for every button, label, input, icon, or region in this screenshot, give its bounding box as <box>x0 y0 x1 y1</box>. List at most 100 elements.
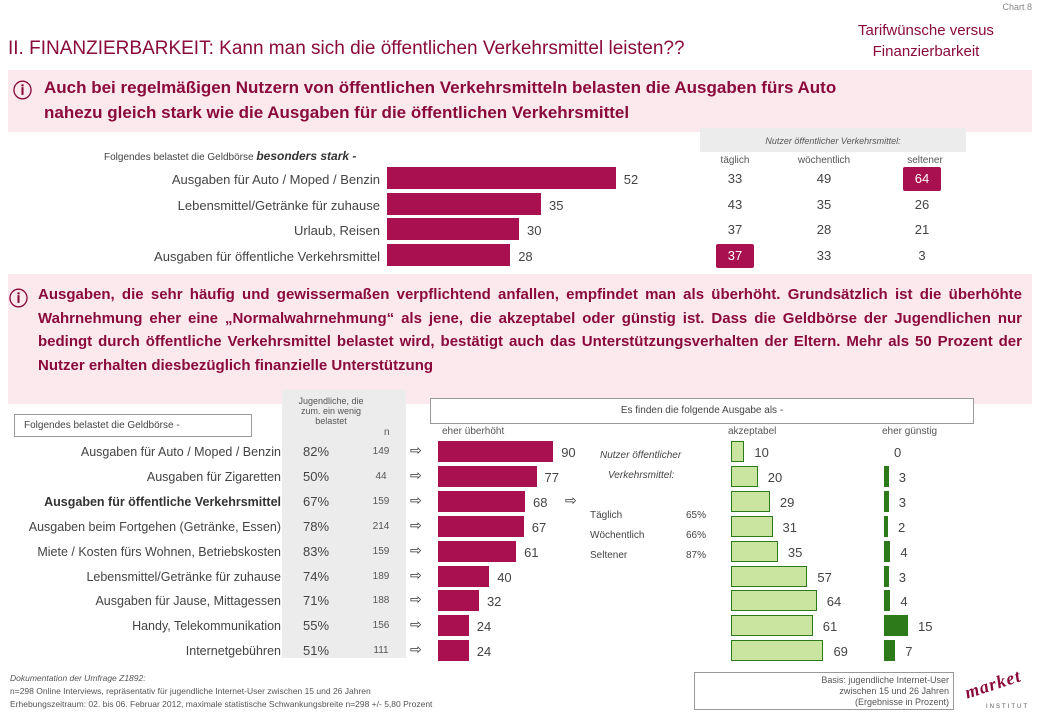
headline-1: Auch bei regelmäßigen Nutzern von öffent… <box>44 75 1029 125</box>
chart2-value-guenstig: 4 <box>900 544 908 560</box>
chart2-n-value: 156 <box>372 620 390 632</box>
chart2-row-arrow-icon: ⇨ <box>410 541 422 558</box>
footer-basis-line-2: zwischen 15 und 26 Jahren <box>839 686 949 696</box>
chart2-bar-guenstig <box>884 465 889 487</box>
chart2-n-value: 159 <box>372 545 390 557</box>
chart1-title-emph: besonders stark - <box>256 149 357 163</box>
chart1-title-prefix: Folgendes belastet die Geldbörse <box>104 152 257 163</box>
callout-row-3-value: 87% <box>686 550 707 561</box>
chart1-table-cell: 33 <box>727 171 743 186</box>
callout-row-3-label: Seltener <box>590 550 628 561</box>
chart2-bar-ueberhoeht <box>438 565 490 587</box>
chart2-share-value: 51% <box>302 643 330 659</box>
chart2-category-label: Handy, Telekommunikation <box>132 619 281 634</box>
chart2-value-guenstig: 0 <box>894 445 902 460</box>
chart2-category-label: Ausgaben für Zigaretten <box>146 469 281 484</box>
chart2-bar-guenstig <box>884 615 908 637</box>
chart1-col-seltener: seltener <box>907 155 943 166</box>
chart2-share-value: 71% <box>302 593 330 609</box>
chart2-value-guenstig: 3 <box>898 569 907 585</box>
chart2-value-akzeptabel: 57 <box>817 569 832 585</box>
chart2-bar-akzeptabel <box>731 515 773 537</box>
headline-band-1 <box>8 70 1032 132</box>
chart2-n-value: 189 <box>372 570 390 582</box>
chart1-col-woechentlich: wöchentlich <box>797 155 851 166</box>
market-logo-sub: INSTITUT <box>986 704 1029 710</box>
chart2-box-label-text: Folgendes belastet die Geldbörse - <box>24 420 180 431</box>
chart1-table-header: Nutzer öffentlicher Verkehrsmittel: <box>765 136 901 146</box>
chart2-col-akzeptabel: akzeptabel <box>728 426 777 437</box>
chart2-n-label: n <box>384 427 390 438</box>
chart2-value-ueberhoeht: 61 <box>524 544 539 560</box>
chart1-table-cell: 33 <box>816 247 832 263</box>
chart2-share-value: 67% <box>302 493 330 509</box>
chart2-row-arrow-icon: ⇨ <box>410 442 422 458</box>
chart1-bar-value: 52 <box>623 172 639 187</box>
callout-row-1-value: 65% <box>686 510 707 521</box>
callout-row-1: Täglich 65% <box>590 510 710 521</box>
chart2-value-ueberhoeht: 24 <box>476 644 492 660</box>
chart2-share-header: Jugendliche, die zum. ein wenig belastet <box>298 396 364 426</box>
chart2-value-ueberhoeht: 24 <box>476 619 492 635</box>
subject-line-1: Tarifwünsche versus <box>858 22 994 39</box>
chart2-bar-guenstig <box>884 590 891 612</box>
chart1-table-cell: 37 <box>727 222 743 237</box>
info-icon-2: ⓘ <box>9 289 29 310</box>
subject-line-2: Finanzierbarkeit <box>872 43 980 60</box>
chart2-bar-guenstig <box>884 515 888 537</box>
chart1-table-cell: 35 <box>816 196 832 212</box>
chart2-bar-akzeptabel <box>731 640 824 662</box>
chart1-category-label: Urlaub, Reisen <box>294 223 380 238</box>
subject-label: Tarifwünsche versus Finanzierbarkeit <box>826 20 1026 62</box>
chart2-bar-akzeptabel <box>731 490 770 512</box>
chart2-value-guenstig: 2 <box>898 519 906 535</box>
chart2-bar-akzeptabel <box>731 590 817 612</box>
chart2-value-guenstig: 3 <box>898 469 907 485</box>
chart2-bar-guenstig <box>884 540 891 562</box>
chart2-share-column <box>282 390 406 658</box>
chart2-row-arrow-icon: ⇨ <box>410 516 422 533</box>
chart2-value-guenstig: 15 <box>918 619 933 635</box>
chart2-share-value: 74% <box>302 568 330 584</box>
callout-title-1: Nutzer öffentlicher <box>600 450 682 461</box>
chart2-share-value: 82% <box>302 444 330 459</box>
footer-doc: Dokumentation der Umfrage Z1892: n=298 O… <box>10 672 432 711</box>
chart2-category-label: Ausgaben für Auto / Moped / Benzin <box>80 445 281 459</box>
chart1-bar-value: 30 <box>527 223 542 238</box>
chart1-category-label: Ausgaben für Auto / Moped / Benzin <box>171 172 380 187</box>
market-logo: market INSTITUT <box>960 664 1036 714</box>
chart2-col-guenstig: eher günstig <box>882 426 938 437</box>
chart2-value-ueberhoeht: 90 <box>561 445 576 460</box>
chart2-bar-ueberhoeht <box>438 640 469 662</box>
chart1-table-cell: 43 <box>727 196 743 212</box>
chart2-category-label: Ausgaben für Jause, Mittagessen <box>95 594 281 609</box>
chart2-n-value: 214 <box>372 520 390 532</box>
chart1-bar <box>387 167 616 189</box>
chart2-value-ueberhoeht: 40 <box>497 569 512 585</box>
chart1-table-cell: 64 <box>903 167 941 191</box>
chart2-row-arrow-icon: ⇨ <box>410 491 422 508</box>
chart2-bar-akzeptabel <box>731 565 808 587</box>
chart2-value-akzeptabel: 31 <box>782 519 797 535</box>
chart2-share-value: 55% <box>302 618 330 634</box>
chart1-table-cell: 21 <box>914 222 930 237</box>
chart2-category-label: Ausgaben für öffentliche Verkehrsmittel <box>44 494 281 509</box>
chart2-bar-guenstig <box>884 490 889 512</box>
chart2-category-label: Miete / Kosten fürs Wohnen, Betriebskost… <box>37 544 281 559</box>
footer-basis-box: Basis: jugendliche Internet-User zwische… <box>694 672 954 710</box>
market-logo-word: market <box>962 665 1024 703</box>
chart1-table-cell: 28 <box>816 222 832 237</box>
chart1-table-cell: 3 <box>918 247 926 263</box>
chart2-value-guenstig: 3 <box>898 494 907 510</box>
callout-title-2: Verkehrsmittel: <box>608 470 675 481</box>
callout-row-2-label: Wöchentlich <box>590 530 645 541</box>
chart1-table-header-box <box>700 128 966 152</box>
chart1-table-cell: 37 <box>716 243 754 268</box>
chart2-bar-ueberhoeht <box>438 540 517 562</box>
footer-basis-line-3: (Ergebnisse in Prozent) <box>854 697 949 707</box>
paragraph-band-2 <box>8 274 1032 404</box>
chart1-category-label: Ausgaben für öffentliche Verkehrsmittel <box>154 248 380 264</box>
chart2-value-ueberhoeht: 32 <box>486 594 502 610</box>
callout-row-2: Wöchentlich 66% <box>590 530 710 541</box>
chart2-n-value: 111 <box>373 645 389 657</box>
